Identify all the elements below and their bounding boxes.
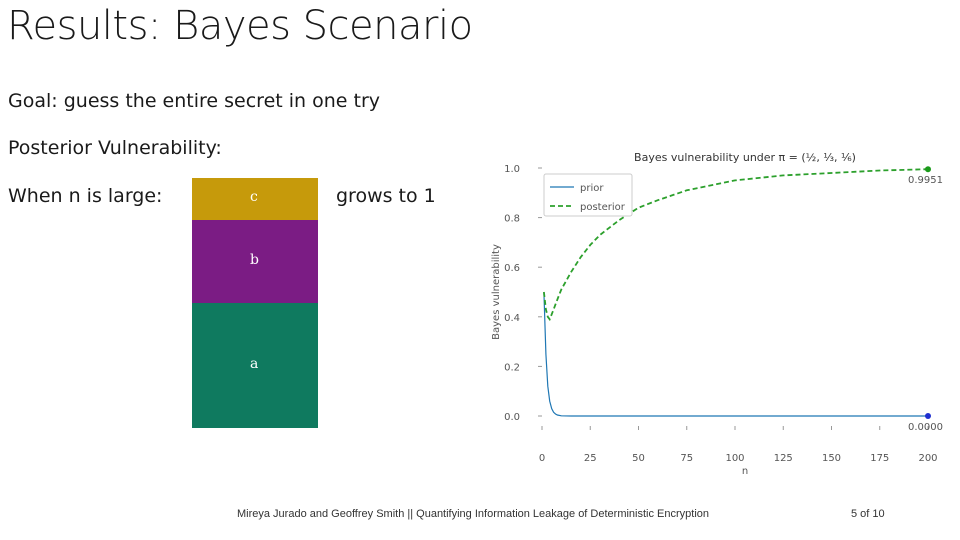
series-line-prior [543,291,928,417]
page-number: 5 of 10 [851,508,885,520]
vulnerability-stack: c b a [192,178,318,428]
x-tick-label: 175 [870,453,889,464]
y-tick-label: 0.4 [504,313,520,324]
x-tick-label: 0 [539,453,545,464]
x-axis-label: n [742,466,748,477]
bayes-vulnerability-chart: Bayes vulnerability under π = (½, ⅓, ⅙) 0… [491,151,943,477]
y-tick-label: 0.2 [504,362,520,373]
when-label: When n is large: [8,185,163,207]
goal-text: Goal: guess the entire secret in one try [8,90,381,112]
posterior-label: Posterior Vulnerability: [8,137,222,159]
legend-label-posterior: posterior [580,202,626,213]
grows-label: grows to 1 [336,185,436,207]
series-line-posterior [543,168,929,322]
x-tick-label: 125 [774,453,793,464]
x-tick-label: 25 [584,453,597,464]
segment-c: c [192,178,318,220]
y-tick-label: 1.0 [504,164,520,175]
endpoint-label-prior: 0.0000 [908,422,943,433]
segment-label-c: c [250,189,258,205]
segment-b: b [192,220,318,303]
x-tick-label: 100 [725,453,744,464]
endpoint-label-posterior: 0.9951 [908,175,943,186]
x-tick-label: 50 [632,453,645,464]
x-tick-label: 75 [680,453,693,464]
y-tick-label: 0.6 [504,263,520,274]
x-tick-label: 150 [822,453,841,464]
segment-label-a: a [250,355,259,372]
endpoint-dot-prior [925,413,931,419]
legend-label-prior: prior [580,183,604,194]
y-tick-label: 0.8 [504,214,520,225]
segment-label-b: b [250,251,259,268]
y-tick-label: 0.0 [504,412,520,423]
slide-title: Results: Bayes Scenario [7,3,473,49]
footer-citation: Mireya Jurado and Geoffrey Smith || Quan… [237,508,710,520]
endpoint-dot-posterior [925,166,931,173]
x-tick-label: 200 [918,453,937,464]
y-axis-label: Bayes vulnerability [491,244,502,340]
chart-title: Bayes vulnerability under π = (½, ⅓, ⅙) [634,151,856,164]
segment-a: a [192,303,318,428]
